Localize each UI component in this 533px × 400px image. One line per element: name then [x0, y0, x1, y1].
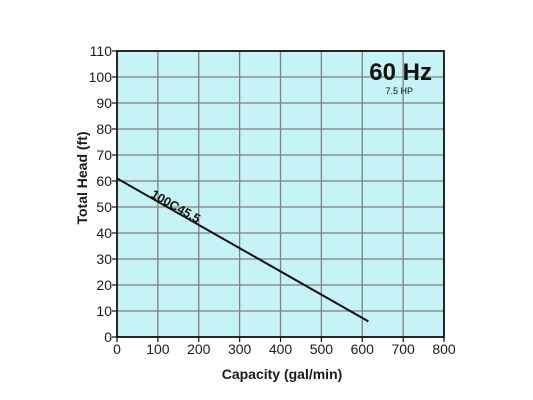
y-tick-label: 30	[96, 251, 112, 267]
x-tick-label: 800	[432, 341, 456, 357]
y-tick-label: 80	[96, 121, 112, 137]
y-axis-title: Total Head (ft)	[74, 131, 90, 224]
x-tick-label: 300	[228, 341, 252, 357]
y-tick-label: 100	[89, 69, 113, 85]
x-tick-label: 600	[351, 341, 375, 357]
x-tick-label: 100	[146, 341, 170, 357]
y-tick-label: 20	[96, 277, 112, 293]
y-axis: 0 10 20 30 40 50 60 70 80 90 100 110	[89, 43, 117, 345]
y-tick-label: 110	[90, 43, 113, 59]
x-tick-label: 0	[113, 341, 121, 357]
series-line	[116, 177, 369, 323]
x-tick-label: 400	[269, 341, 293, 357]
x-axis: 0 100 200 300 400 500 600 700 800	[113, 337, 456, 357]
y-tick-label: 70	[96, 147, 112, 163]
gridlines	[117, 51, 444, 337]
y-tick-label: 40	[96, 225, 112, 241]
y-tick-label: 90	[96, 95, 112, 111]
y-tick-label: 60	[96, 173, 112, 189]
y-tick-label: 0	[104, 329, 112, 345]
x-tick-label: 200	[187, 341, 211, 357]
x-axis-title: Capacity (gal/min)	[222, 366, 343, 382]
y-tick-label: 50	[96, 199, 112, 215]
x-tick-label: 700	[391, 341, 415, 357]
y-tick-label: 10	[96, 303, 112, 319]
frequency-annotation: 60 Hz	[369, 59, 432, 86]
horsepower-annotation: 7.5 HP	[385, 86, 413, 96]
x-tick-label: 500	[310, 341, 334, 357]
